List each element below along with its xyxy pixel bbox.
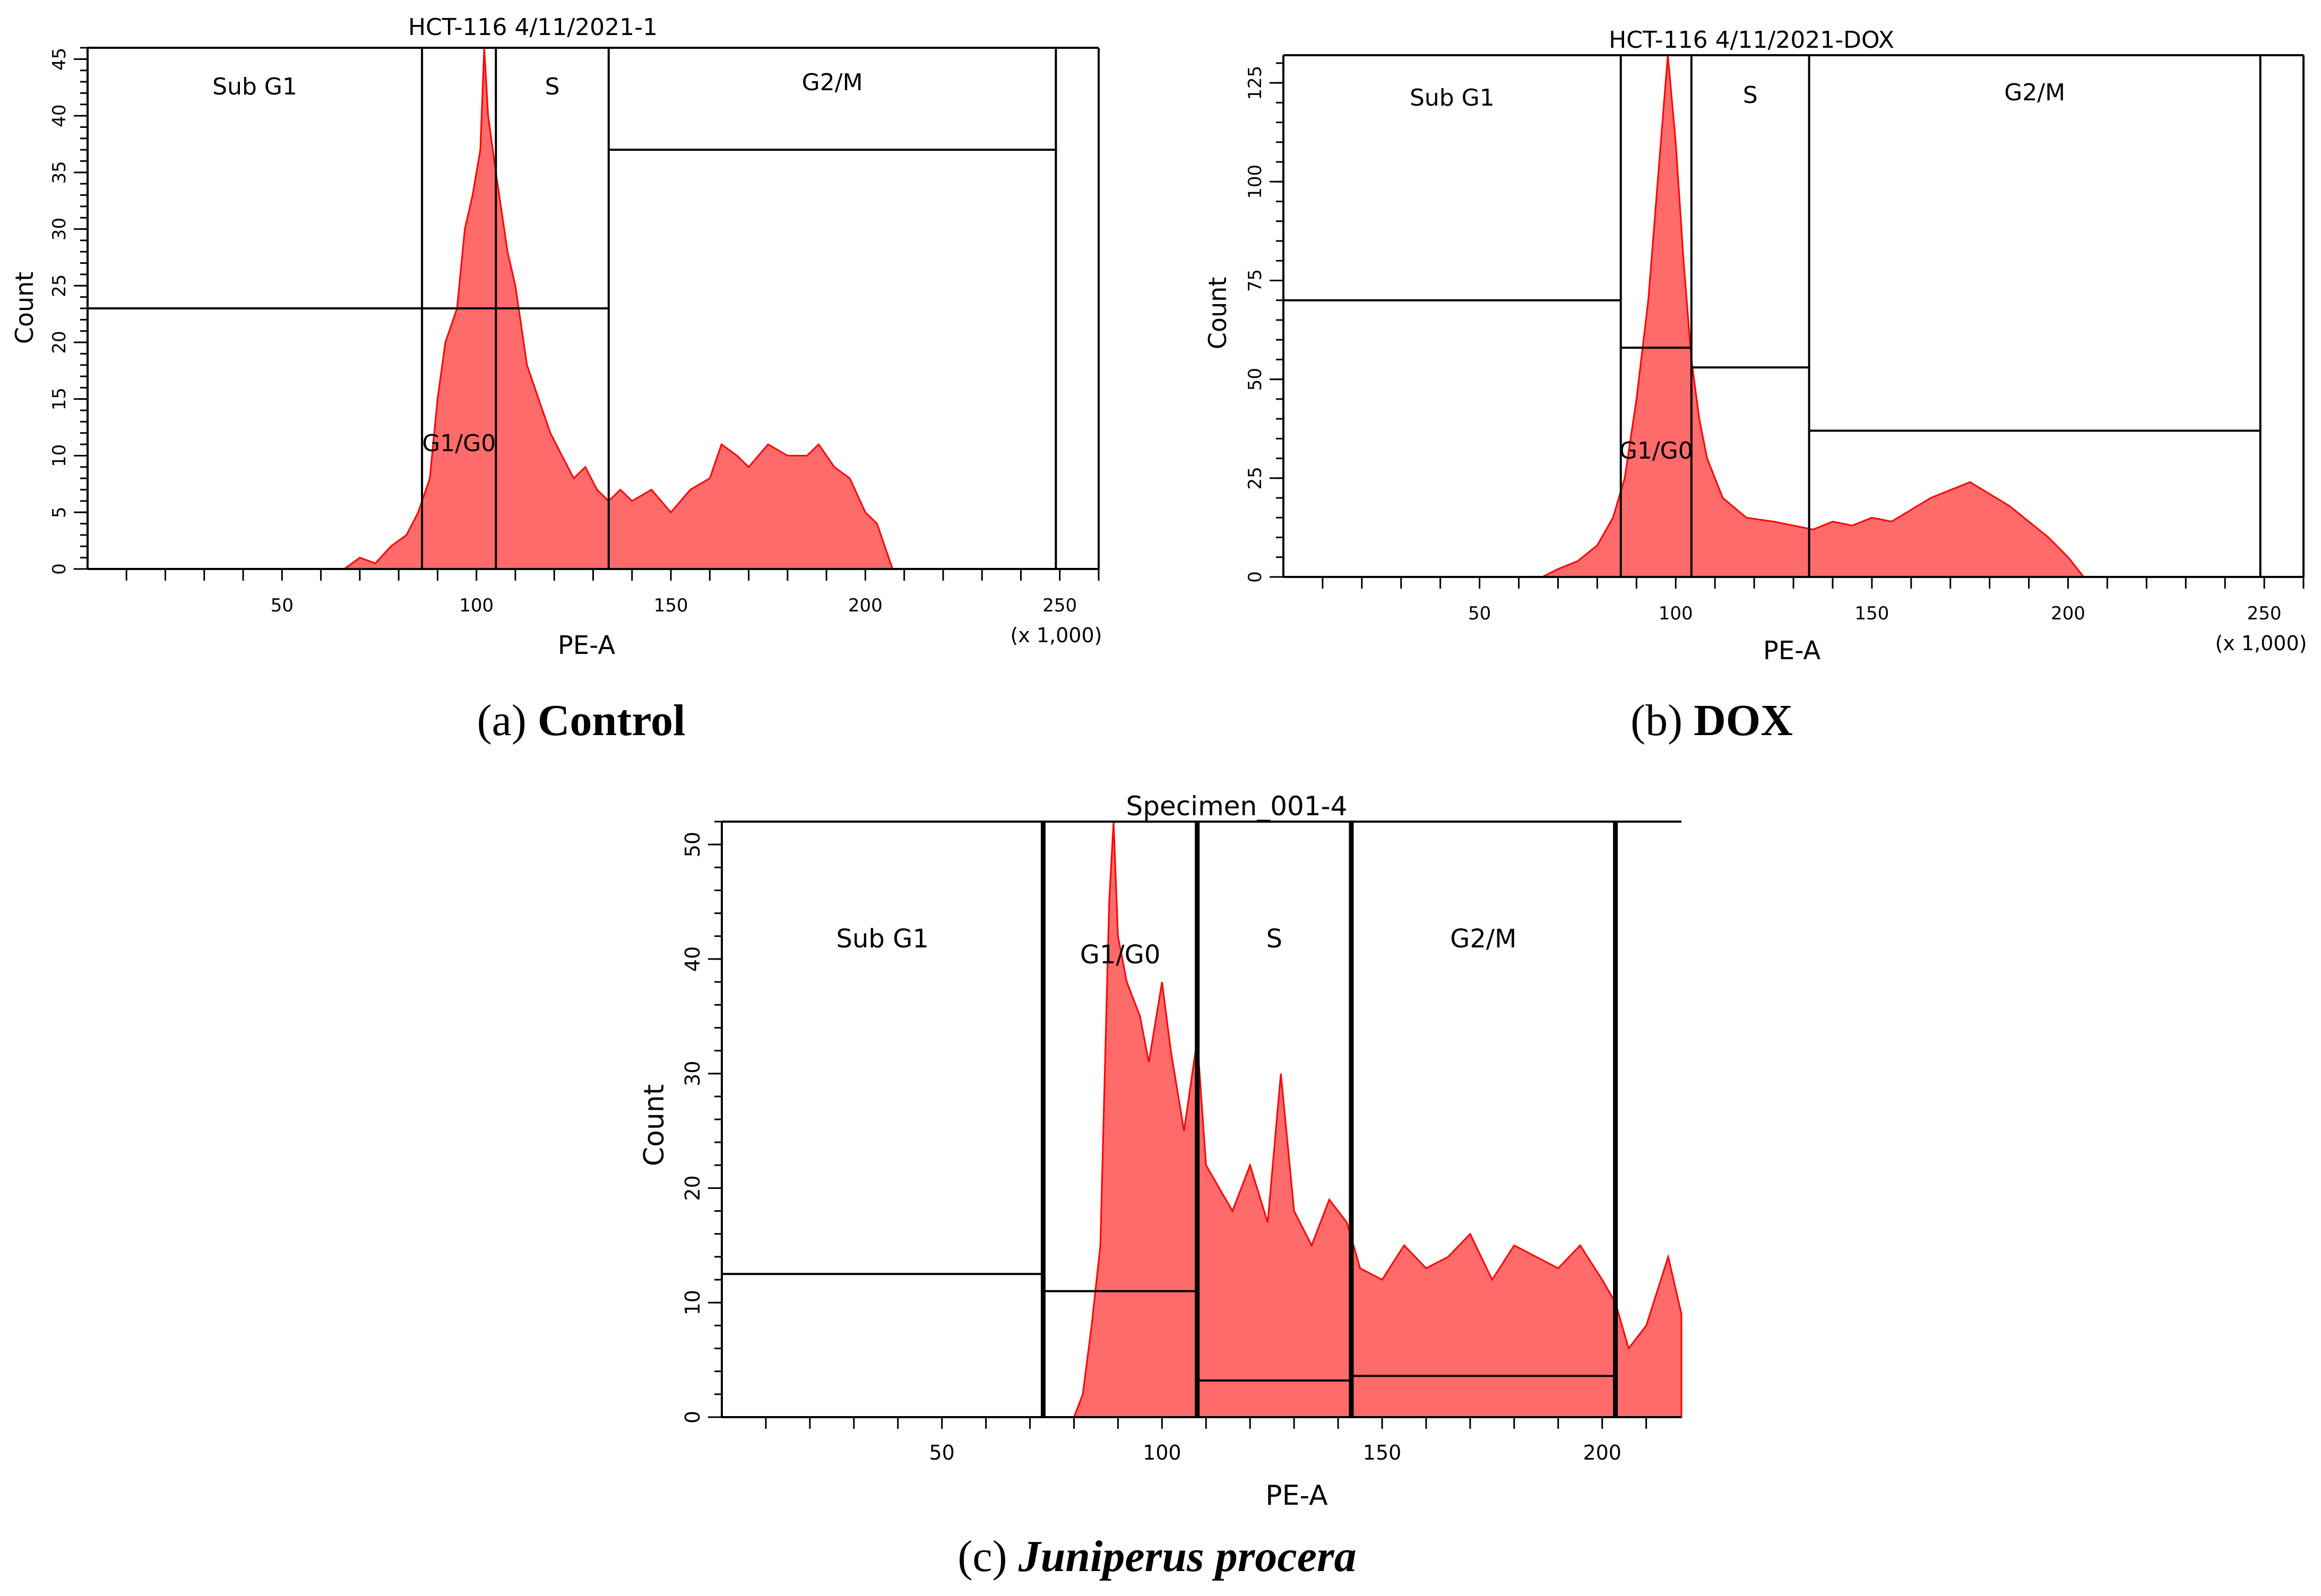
- panel-c-x-label: PE-A: [1265, 1480, 1328, 1512]
- panel-b-x-multiplier: (x 1,000): [2215, 632, 2307, 655]
- panel-c-histogram-area: [1073, 821, 1682, 1418]
- panel-c-plot: Sub G1 G1/G0 S G2/M 50 100 150 200 0 10 20 30 40 50: [681, 821, 1682, 1464]
- panel-b-x-label: PE-A: [1763, 636, 1821, 666]
- panel-a-x-tick-label: 250: [1042, 595, 1077, 616]
- panel-b-plot: Sub G1 G1/G0 S G2/M 50 100 150 200 250 0 25 50 75 100…: [1245, 54, 2305, 624]
- panel-b-y-tick-label: 125: [1245, 66, 1266, 100]
- panel-a-x-tick-label: 150: [654, 595, 688, 616]
- panel-b-x-tick-label: 250: [2247, 603, 2282, 624]
- panel-c-x-tick-label: 150: [1363, 1441, 1402, 1464]
- panel-a-x-tick-label: 100: [459, 595, 494, 616]
- panel-c-y-tick-label: 50: [681, 832, 704, 857]
- panel-a-y-tick-label: 25: [49, 274, 70, 297]
- panel-b-caption-text: DOX: [1694, 696, 1793, 745]
- panel-b-x-tick-label: 100: [1659, 603, 1693, 624]
- panel-a-plot: Sub G1 G1/G0 S G2/M 50 100 150 200 250 0 5 10 15 20 25…: [49, 47, 1100, 616]
- panel-c-y-tick-label: 20: [681, 1175, 704, 1201]
- panel-a-gate-label: G1/G0: [422, 430, 496, 457]
- panel-a-y-tick-label: 15: [49, 387, 70, 410]
- panel-a-caption: (a) Control: [477, 696, 686, 745]
- panel-a-caption-letter: a: [492, 696, 512, 745]
- panel-c-y-label: Count: [639, 1084, 670, 1166]
- panel-a-gate-label: Sub G1: [212, 73, 297, 100]
- panel-b-y-tick-label: 75: [1245, 269, 1266, 292]
- panel-c-gate-label: G2/M: [1450, 924, 1516, 954]
- panel-c-x-tick-label: 50: [929, 1441, 954, 1464]
- panel-a-x-tick-label: 200: [848, 595, 883, 616]
- panel-b-x-tick-label: 150: [1854, 603, 1889, 624]
- panel-b-gate-label: Sub G1: [1410, 84, 1495, 111]
- panel-a-y-tick-label: 45: [49, 48, 70, 71]
- panel-c-y-tick-label: 30: [681, 1061, 704, 1086]
- panel-a-y-label: Count: [10, 272, 39, 344]
- panel-c-gate-label: Sub G1: [836, 924, 929, 954]
- panel-b-gate-label: G1/G0: [1619, 437, 1693, 464]
- panel-a-y-tick-label: 5: [49, 506, 70, 518]
- panel-a-caption-text: Control: [538, 696, 685, 745]
- panel-c-y-tick-label: 40: [681, 946, 704, 972]
- panel-a-y-tick-label: 40: [49, 104, 70, 127]
- panel-b-x-tick-label: 50: [1468, 603, 1491, 624]
- panel-a-title: HCT-116 4/11/2021-1: [408, 14, 658, 41]
- panel-c-y-tick-label: 10: [681, 1290, 704, 1315]
- panel-c-title: Specimen_001-4: [1126, 791, 1347, 822]
- panel-a-y-tick-label: 0: [49, 563, 70, 575]
- panel-a-histogram-area: [343, 47, 894, 570]
- panel-a-y-tick-label: 20: [49, 331, 70, 353]
- panel-c-x-tick-label: 100: [1143, 1441, 1181, 1464]
- panel-a-gate-label: G2/M: [802, 69, 863, 96]
- panel-b-title: HCT-116 4/11/2021-DOX: [1609, 27, 1894, 54]
- panel-a-y-tick-label: 30: [49, 218, 70, 240]
- panel-c-gate-label: G1/G0: [1080, 940, 1161, 970]
- panel-c-x-tick-label: 200: [1583, 1441, 1621, 1464]
- panel-b-y-label: Count: [1203, 277, 1232, 350]
- panel-a-x-tick-label: 50: [271, 595, 294, 616]
- panel-a-gate-label: S: [545, 73, 560, 100]
- panel-b-y-tick-label: 25: [1245, 467, 1266, 489]
- panel-b-gate-label: G2/M: [2004, 79, 2065, 106]
- panel-b-y-tick-label: 0: [1245, 571, 1266, 583]
- panel-c-caption: (c) Juniperus procera: [957, 1532, 1356, 1581]
- panel-b-y-tick-label: 100: [1245, 165, 1266, 199]
- panel-a-y-tick-label: 35: [49, 161, 70, 184]
- panel-b-gate-label: S: [1743, 82, 1758, 109]
- panel-a-x-label: PE-A: [558, 631, 616, 660]
- panel-b-histogram-area: [1542, 55, 2085, 578]
- panel-b-dox: HCT-116 4/11/2021-DOX Sub G1 G1/G0 S G2/M 50…: [1203, 27, 2307, 745]
- panel-b-caption-letter: b: [1645, 696, 1668, 745]
- panel-c-caption-text: Juniperus procera: [1018, 1532, 1357, 1581]
- panel-c-y-tick-label: 0: [681, 1411, 704, 1424]
- panel-c-gate-label: S: [1266, 924, 1282, 954]
- panel-b-caption: (b) DOX: [1630, 696, 1793, 745]
- panel-b-x-tick-label: 200: [2051, 603, 2085, 624]
- panel-b-y-tick-label: 50: [1245, 368, 1266, 391]
- panel-a-x-multiplier: (x 1,000): [1010, 624, 1102, 647]
- panel-a-y-tick-label: 10: [49, 444, 70, 467]
- panel-c-caption-letter: c: [972, 1532, 992, 1581]
